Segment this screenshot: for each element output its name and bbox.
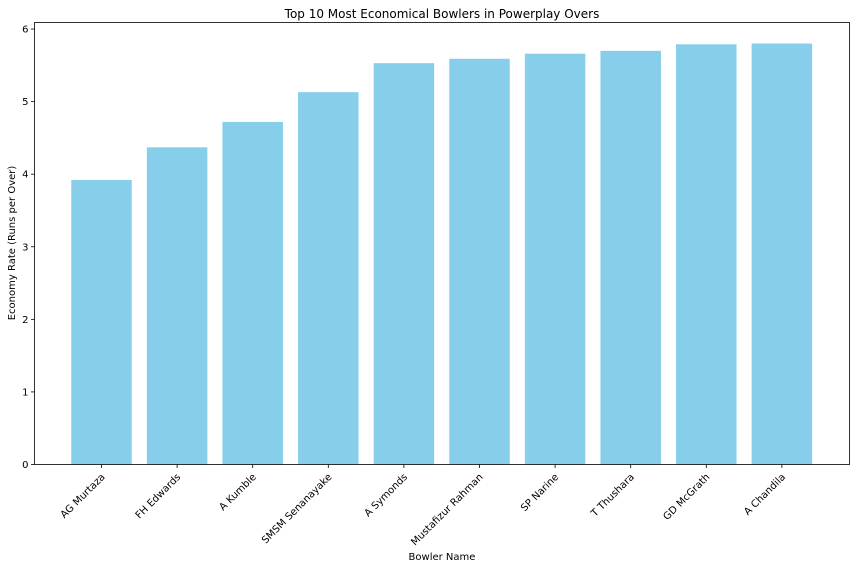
x-tick-label: A Symonds xyxy=(363,472,410,519)
y-tick-label: 3 xyxy=(22,242,28,253)
bar xyxy=(676,44,737,465)
x-tick-label: A Kumble xyxy=(217,472,258,513)
bar xyxy=(298,92,359,465)
x-tick-label: T Thushara xyxy=(589,472,637,520)
y-axis-ticks: 0 1 2 3 4 5 6 xyxy=(22,25,35,471)
bar xyxy=(449,58,510,465)
bar xyxy=(222,121,283,465)
y-tick-label: 6 xyxy=(22,25,28,36)
bar xyxy=(373,63,435,465)
plot-frame xyxy=(34,22,850,465)
x-tick-label: Mustafizur Rahman xyxy=(409,472,485,548)
bar xyxy=(146,147,208,465)
x-tick-label: SMSM Senanayake xyxy=(260,472,334,546)
chart-title: Top 10 Most Economical Bowlers in Powerp… xyxy=(284,7,600,21)
bar xyxy=(751,43,813,465)
bar xyxy=(524,53,586,465)
x-axis-label: Bowler Name xyxy=(409,552,476,563)
y-tick-label: 4 xyxy=(22,170,28,181)
x-tick-label: SP Narine xyxy=(519,472,561,514)
bars-group xyxy=(71,43,813,465)
x-tick-label: AG Murtaza xyxy=(59,472,108,521)
x-tick-label: FH Edwards xyxy=(134,472,183,521)
y-tick-label: 0 xyxy=(22,460,28,471)
bar xyxy=(600,50,661,465)
bar xyxy=(71,179,132,465)
y-tick-label: 5 xyxy=(22,97,28,108)
x-axis-ticks: AG Murtaza FH Edwards A Kumble SMSM Senanay… xyxy=(59,464,788,548)
x-tick-label: A Chandila xyxy=(742,472,788,518)
y-tick-label: 1 xyxy=(22,387,28,398)
x-tick-label: GD McGrath xyxy=(661,472,712,523)
y-axis-label: Economy Rate (Runs per Over) xyxy=(7,166,18,321)
y-tick-label: 2 xyxy=(22,315,28,326)
